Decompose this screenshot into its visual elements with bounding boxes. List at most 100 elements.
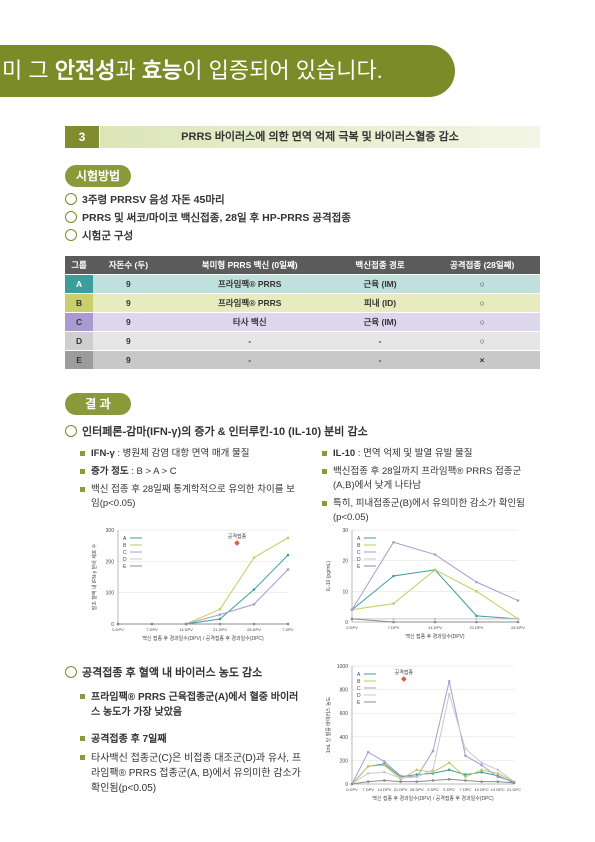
y-tick-label: 0 — [345, 620, 348, 626]
point — [392, 617, 395, 621]
point — [496, 768, 500, 772]
x-tick-label: 7 DPC — [282, 627, 294, 632]
point — [431, 779, 435, 782]
results-heading: 공격접종 후 혈액 내 바이러스 농도 감소 — [65, 666, 262, 680]
table-header: 그룹 자돈수 (두) 북미형 PRRS 백신 (0일째) 백신접종 경로 공격접종 (2… — [65, 256, 540, 275]
banner-text: 안전성 — [54, 58, 116, 83]
series-line — [351, 569, 519, 620]
x-tick-label: 28 DPV — [410, 787, 424, 792]
x-tick-label: 28 DPV — [511, 625, 525, 630]
series-line — [118, 569, 289, 625]
y-tick-label: 100 — [106, 591, 115, 597]
y-tick-label: 600 — [340, 711, 349, 717]
x-tick-label: 7 DPV — [388, 625, 400, 630]
point — [480, 761, 483, 765]
x-tick-label: 10 DPC — [475, 787, 489, 792]
point — [480, 770, 483, 774]
header-cell: 자돈수 (두) — [93, 256, 164, 275]
x-tick-label: 5 DPC — [443, 787, 455, 792]
table-cell: 9 — [93, 331, 164, 351]
point — [392, 620, 395, 624]
section-number: 3 — [65, 126, 99, 148]
header-cell: 북미형 PRRS 백신 (0일째) — [163, 256, 336, 275]
x-tick-label: 7 DPC — [460, 787, 472, 792]
legend-label: B — [123, 543, 127, 549]
point — [366, 765, 370, 768]
point — [350, 617, 354, 621]
legend-label: C — [357, 686, 361, 692]
point — [464, 747, 467, 750]
x-tick-label: 14 DPC — [491, 787, 505, 792]
table-cell: D — [65, 331, 94, 351]
x-tick-label: 0 DPV — [112, 627, 124, 632]
legend-label: B — [357, 543, 361, 549]
legend-label: A — [357, 536, 361, 542]
point — [383, 760, 386, 763]
point-text: 프라임팩® PRRS 근육접종군(A)에서 혈중 바이러스 농도가 가장 낮았음 — [91, 692, 299, 718]
point — [415, 780, 419, 783]
point — [218, 613, 222, 616]
y-tick-label: 200 — [340, 758, 349, 764]
point — [366, 780, 370, 783]
legend-label: E — [123, 564, 127, 570]
point — [475, 620, 478, 624]
x-tick-label: 0 DPV — [346, 787, 358, 792]
y-tick-label: 200 — [106, 559, 115, 565]
table-cell: 9 — [93, 274, 164, 294]
legend-label: C — [357, 550, 361, 556]
point — [516, 620, 520, 624]
table-cell: B — [65, 293, 94, 313]
point — [399, 774, 402, 778]
annotation: 공격접종 — [228, 533, 247, 540]
table-cell: 프라임팩® PRRS — [163, 274, 336, 294]
point — [516, 599, 520, 602]
point — [383, 779, 386, 782]
point — [447, 777, 451, 781]
point: 백신 접종 후 28일째 통계학적으로 유의한 차이를 보임(p<0.05) — [80, 483, 295, 511]
banner-text: 미 그 — [2, 58, 55, 83]
annotation-marker — [401, 676, 407, 682]
point — [415, 775, 419, 779]
point — [447, 768, 451, 772]
method-item: 시험군 구성 — [65, 229, 133, 243]
header-cell: 그룹 — [65, 256, 94, 275]
header-cell: 백신접종 경로 — [335, 256, 425, 275]
point — [252, 588, 256, 591]
point-text: 공격접종 후 7일째 — [91, 734, 167, 745]
legend-label: B — [357, 679, 361, 685]
table-cell: E — [65, 350, 94, 370]
point — [475, 590, 478, 593]
legend-label: E — [357, 700, 361, 706]
point — [392, 574, 395, 578]
table-cell: 피내 (ID) — [335, 293, 425, 313]
banner: 미 그 안전성과 효능이 입증되어 있습니다. — [0, 45, 455, 97]
point-text: : 면역 억제 및 발열 유발 물질 — [355, 448, 473, 459]
point-detail: 타사백신 접종군(C)은 비접종 대조군(D)과 유사, 프라임팩® PRRS … — [80, 751, 305, 796]
x-tick-label: 0 DPV — [346, 625, 358, 630]
point — [480, 780, 483, 783]
point — [252, 602, 256, 606]
point-text: 백신접종 후 28일까지 프라임팩® PRRS 접종군 (A,B)에서 낮게 나… — [333, 466, 522, 491]
point — [218, 622, 222, 626]
table-cell: 프라임팩® PRRS — [163, 293, 336, 313]
table-cell: 9 — [93, 293, 164, 313]
x-axis-label: 백신 접종 후 경과일수(DPV) — [405, 633, 465, 640]
table-row: D 9- - ○ — [65, 331, 540, 351]
point-term: IL-10 — [333, 448, 356, 459]
point — [431, 749, 435, 753]
point — [447, 680, 451, 683]
point — [475, 617, 478, 621]
x-tick-label: 28 DPV — [247, 627, 261, 632]
table-cell: - — [335, 331, 425, 351]
series-line — [118, 554, 289, 625]
point-text: : B > A > C — [128, 466, 177, 477]
point — [392, 540, 395, 544]
legend-label: A — [357, 672, 361, 678]
table-cell: 근육 (IM) — [335, 274, 425, 294]
y-tick-label: 1000 — [337, 664, 348, 670]
y-tick-label: 0 — [111, 622, 114, 628]
method-label: 시험방법 — [65, 165, 131, 187]
y-axis-label: 말초 혈액 내 IFN-γ 분비 세포 수 — [91, 543, 98, 610]
annotation: 공격접종 — [395, 669, 414, 676]
